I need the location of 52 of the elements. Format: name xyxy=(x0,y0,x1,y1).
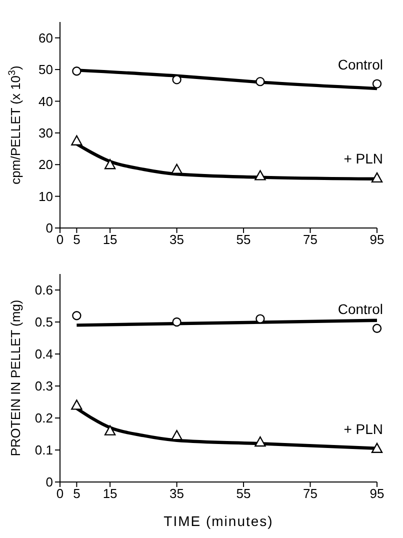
x-tick-label: 15 xyxy=(102,232,118,248)
point xyxy=(372,324,382,333)
point xyxy=(372,79,382,88)
point xyxy=(72,66,82,76)
x-tick-label: 55 xyxy=(236,232,251,248)
point xyxy=(371,442,383,453)
point xyxy=(254,436,266,447)
y-tick-label: 0.3 xyxy=(34,378,53,394)
point xyxy=(172,317,182,327)
y-tick-label: 10 xyxy=(38,188,53,204)
x-tick-label: 95 xyxy=(370,232,384,248)
y-tick-label: 40 xyxy=(38,94,53,109)
point xyxy=(71,135,82,146)
x-tick-label: 5 xyxy=(73,232,80,248)
y-tick-label: 0 xyxy=(46,220,53,236)
y-tick-label: 0.5 xyxy=(34,314,53,330)
y-tick-label: 0 xyxy=(46,474,53,490)
x-axis-title: TIME (minutes) xyxy=(164,513,274,529)
y-tick-label: 0.6 xyxy=(34,282,53,298)
x-tick-label: 95 xyxy=(370,486,384,502)
x-tick-label: 55 xyxy=(236,486,251,502)
x-tick-label: 0 xyxy=(56,486,64,502)
x-tick-label: 0 xyxy=(56,232,64,248)
y-tick-label: 60 xyxy=(38,30,53,46)
series-label: + PLN xyxy=(344,420,383,437)
point xyxy=(254,170,266,180)
x-tick-label: 75 xyxy=(303,232,318,248)
x-tick-label: 15 xyxy=(102,486,118,502)
point xyxy=(104,159,116,170)
x-tick-label: 5 xyxy=(73,486,80,502)
y-axis-title: PROTEIN IN PELLET (mg) xyxy=(8,300,23,456)
y-tick-label: 0.2 xyxy=(34,410,53,426)
point xyxy=(71,400,82,410)
series-label: Control xyxy=(338,56,383,72)
point xyxy=(256,314,265,324)
point xyxy=(256,76,265,86)
y-tick-label: 50 xyxy=(38,62,53,78)
point xyxy=(104,425,116,436)
point xyxy=(72,311,82,320)
y-tick-label: 0.1 xyxy=(34,442,53,458)
x-tick-label: 75 xyxy=(303,486,318,502)
y-tick-label: 20 xyxy=(38,157,53,172)
series-label: Control xyxy=(338,300,383,317)
series-label: + PLN xyxy=(344,150,383,166)
x-tick-label: 35 xyxy=(170,232,184,248)
x-tick-label: 35 xyxy=(170,486,184,502)
point xyxy=(371,172,383,183)
point xyxy=(172,75,182,84)
y-tick-label: 30 xyxy=(38,126,53,141)
point xyxy=(171,164,182,174)
point xyxy=(171,430,182,440)
y-tick-label: 0.4 xyxy=(34,346,53,362)
